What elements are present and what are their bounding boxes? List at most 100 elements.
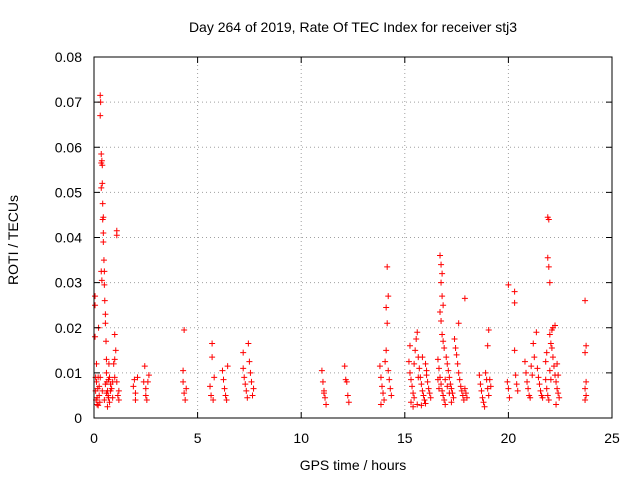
data-point xyxy=(546,279,553,286)
data-point xyxy=(388,392,395,399)
data-point xyxy=(110,360,117,367)
data-point xyxy=(441,396,448,403)
data-point xyxy=(533,329,540,336)
data-point xyxy=(101,297,108,304)
data-point xyxy=(552,322,559,329)
data-point xyxy=(555,372,562,379)
data-point xyxy=(427,394,434,401)
data-point xyxy=(448,385,455,392)
data-point xyxy=(408,399,415,406)
data-point xyxy=(424,378,431,385)
x-tick-label: 0 xyxy=(90,430,98,446)
data-point xyxy=(100,214,107,221)
data-point xyxy=(408,376,415,383)
data-point xyxy=(546,367,553,374)
data-point xyxy=(439,293,446,300)
data-point xyxy=(145,372,152,379)
data-point xyxy=(211,374,218,381)
data-point xyxy=(96,392,103,399)
data-point xyxy=(422,400,429,407)
data-point xyxy=(486,376,493,383)
data-point xyxy=(484,342,491,349)
data-point xyxy=(405,358,412,365)
grid-layer xyxy=(94,57,612,418)
data-point xyxy=(545,263,552,270)
data-point xyxy=(512,372,519,379)
data-point xyxy=(181,390,188,397)
data-point xyxy=(242,381,249,388)
data-point xyxy=(103,356,110,363)
data-point xyxy=(134,374,141,381)
data-point xyxy=(521,358,528,365)
data-point xyxy=(438,261,445,268)
data-point xyxy=(440,392,447,399)
data-point xyxy=(484,385,491,392)
y-tick-label: 0.07 xyxy=(55,94,82,110)
data-point xyxy=(511,299,518,306)
data-point xyxy=(96,399,103,406)
data-point xyxy=(97,92,104,99)
y-tick-label: 0.03 xyxy=(55,275,82,291)
data-point xyxy=(452,345,459,352)
data-point xyxy=(344,392,351,399)
y-axis-label: ROTI / TECUs xyxy=(5,195,21,285)
data-point xyxy=(106,399,113,406)
data-point xyxy=(240,349,247,356)
data-point xyxy=(438,279,445,286)
data-point xyxy=(180,378,187,385)
data-point xyxy=(97,374,104,381)
data-point xyxy=(435,365,442,372)
data-point xyxy=(434,376,441,383)
data-point xyxy=(130,383,137,390)
data-point xyxy=(416,365,423,372)
data-point xyxy=(406,342,413,349)
y-tick-label: 0.05 xyxy=(55,184,82,200)
data-point xyxy=(99,180,106,187)
data-point xyxy=(141,363,148,370)
data-points xyxy=(92,92,590,410)
data-point xyxy=(442,376,449,383)
data-point xyxy=(220,376,227,383)
data-point xyxy=(527,394,534,401)
data-point xyxy=(485,392,492,399)
data-point xyxy=(104,403,111,410)
data-point xyxy=(504,378,511,385)
data-point xyxy=(444,360,451,367)
data-point xyxy=(248,378,255,385)
data-point xyxy=(438,381,445,388)
data-point xyxy=(418,381,425,388)
data-point xyxy=(543,349,550,356)
x-tick-labels: 0 5 10 15 20 25 xyxy=(90,430,620,446)
data-point xyxy=(454,360,461,367)
data-point xyxy=(97,112,104,119)
data-point xyxy=(414,401,421,408)
data-point xyxy=(439,270,446,277)
data-point xyxy=(446,374,453,381)
data-point xyxy=(108,385,115,392)
data-point xyxy=(249,392,256,399)
data-point xyxy=(457,383,464,390)
data-point xyxy=(100,239,107,246)
data-point xyxy=(219,367,226,374)
data-point xyxy=(478,387,485,394)
data-point xyxy=(322,394,329,401)
data-point xyxy=(459,392,466,399)
data-point xyxy=(100,229,107,236)
data-point xyxy=(144,378,151,385)
data-point xyxy=(182,396,189,403)
data-point xyxy=(414,329,421,336)
data-point xyxy=(435,385,442,392)
data-point xyxy=(582,297,589,304)
data-point xyxy=(439,331,446,338)
data-point xyxy=(506,394,513,401)
data-point xyxy=(99,387,106,394)
data-point xyxy=(209,354,216,361)
data-point xyxy=(479,394,486,401)
data-point xyxy=(451,336,458,343)
data-point xyxy=(462,390,469,397)
data-point xyxy=(419,354,426,361)
data-point xyxy=(341,363,348,370)
data-point xyxy=(439,387,446,394)
data-point xyxy=(583,378,590,385)
data-point xyxy=(132,390,139,397)
